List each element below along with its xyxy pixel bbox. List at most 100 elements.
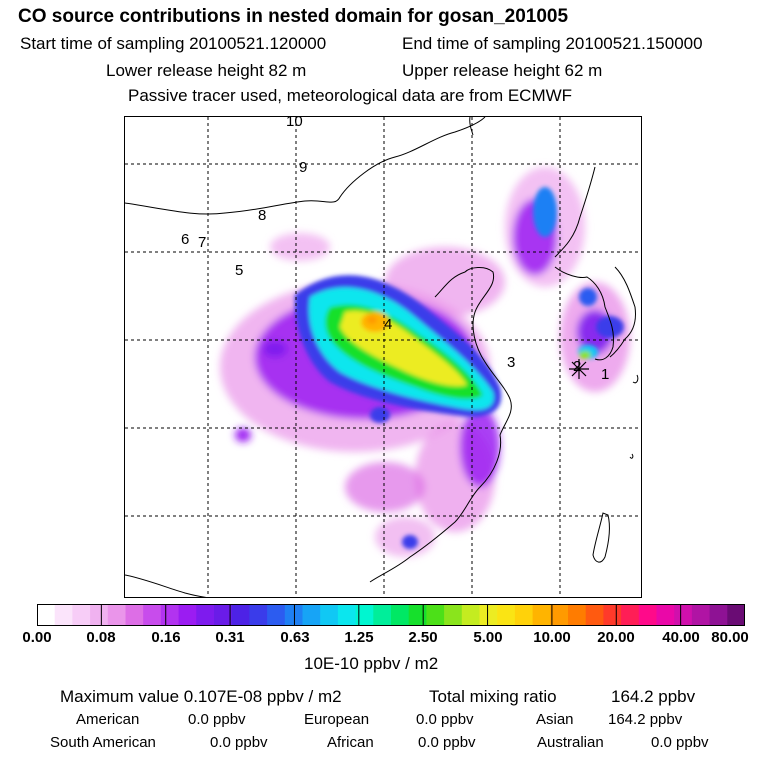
backtrajectory-markers: 1 2 3 4 5 6 7 8 9 10 [181,117,609,383]
source-african-value: 0.0 ppbv [418,734,476,751]
colorbar-tick: 80.00 [711,629,749,646]
colorbar-swatch [514,604,534,626]
plume-purple-west2 [235,428,251,442]
plume-green-korea [579,351,591,359]
colorbar-swatch [267,604,286,626]
plume-haze-sw [345,462,425,512]
colorbar-tick: 0.00 [22,629,52,646]
coastline-layer [125,117,639,597]
colorbar-swatch [196,604,215,626]
colorbar-swatch [568,604,587,626]
colorbar-swatch [284,604,303,626]
colorbar-tick: 5.00 [473,629,503,646]
source-european-value: 0.0 ppbv [416,711,474,728]
marker-10: 10 [286,117,303,130]
colorbar-tick: 0.16 [151,629,181,646]
colorbar-units: 10E-10 ppbv / m2 [304,654,439,673]
marker-5: 5 [235,262,243,279]
colorbar-swatch [249,604,268,626]
island-1 [632,374,639,384]
colorbar-swatch [444,604,463,626]
marker-1: 1 [601,366,609,383]
colorbar-swatch [391,604,410,626]
colorbar-swatch [72,604,91,626]
source-asian-value: 164.2 ppbv [608,711,683,728]
colorbar-swatch [408,604,427,626]
coastline-china [369,267,512,583]
plume-core-peak [367,316,377,324]
upper-release-label: Upper release height 62 m [402,61,603,80]
source-european-name: European [304,711,370,728]
source-american-value: 0.0 ppbv [188,711,246,728]
source-asian-name: Asian [536,711,574,728]
colorbar-swatch [674,604,693,626]
colorbar-tick: 1.25 [344,629,374,646]
colorbar-swatch [143,604,162,626]
colorbar-swatch [656,604,675,626]
plume-blue-inland [370,407,390,423]
source-african-name: African [327,734,374,751]
colorbar-swatch [302,604,321,626]
plume-blue-south [402,535,418,549]
source-australian-name: Australian [537,734,604,751]
maximum-value-label: Maximum value 0.107E-08 ppbv / m2 [60,687,342,706]
colorbar-tick: 40.00 [662,629,700,646]
colorbar-swatch [532,604,551,626]
coastline-korea-west [554,266,614,361]
colorbar-swatch [426,604,445,626]
lower-release-label: Lower release height 82 m [106,61,307,80]
marker-9: 9 [299,159,307,176]
river-segment [469,117,474,136]
map-panel: 1 2 3 4 5 6 7 8 9 10 [124,116,642,598]
colorbar-swatch [355,604,374,626]
colorbar-swatch [337,604,357,626]
colorbar-frame [37,604,745,626]
end-time-label: End time of sampling 20100521.150000 [402,34,703,53]
colorbar-swatch [691,604,711,626]
source-australian-value: 0.0 ppbv [651,734,709,751]
map-canvas: 1 2 3 4 5 6 7 8 9 10 [125,117,641,597]
colorbar-swatch [231,604,250,626]
plume-blue-korea-s [596,316,624,338]
colorbar-tick: 0.08 [86,629,116,646]
colorbar-swatch [373,604,392,626]
plume-blue-manchuria [533,187,557,237]
colorbar-swatch [214,604,233,626]
marker-7: 7 [198,234,206,251]
colorbar-swatch [497,604,516,626]
colorbar-swatch [125,604,144,626]
marker-2: 2 [573,358,581,375]
colorbar-swatch [603,604,622,626]
marker-3: 3 [507,354,515,371]
colorbar-tick: 20.00 [597,629,635,646]
colorbar-swatch [585,604,604,626]
colorbar-tick: 2.50 [408,629,438,646]
colorbar-swatch [638,604,657,626]
colorbar-tick: 10.00 [533,629,571,646]
colorbar-swatch [550,604,569,626]
colorbar-tick: 0.31 [215,629,245,646]
colorbar-swatch [54,604,73,626]
colorbar-swatch [320,604,339,626]
coastline-manchuria [554,166,596,258]
colorbar-swatch [37,604,56,626]
marker-6: 6 [181,231,189,248]
map-title: CO source contributions in nested domain… [18,6,569,27]
colorbar-swatch [178,604,197,626]
colorbar-swatch [727,604,745,626]
colorbar-swatch [160,604,180,626]
total-mixing-label: Total mixing ratio [429,687,557,706]
total-mixing-value: 164.2 ppbv [611,687,696,706]
source-south-american-name: South American [50,734,156,751]
colorbar-swatch [461,604,480,626]
coastline-taiwan [592,512,610,563]
coastline-southwest [125,574,207,597]
colorbar [37,604,745,626]
plume-layer [220,167,630,557]
marker-8: 8 [258,207,266,224]
colorbar-swatch [90,604,109,626]
start-time-label: Start time of sampling 20100521.120000 [20,34,327,53]
colorbar-swatch [107,604,126,626]
colorbar-swatch [709,604,728,626]
border-mongolia-line [125,117,486,215]
